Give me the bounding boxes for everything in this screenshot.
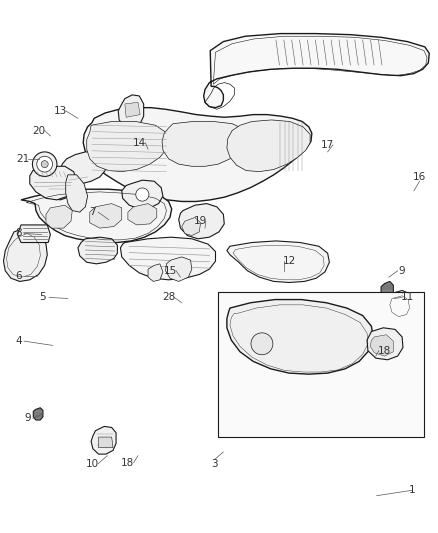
Text: 18: 18	[121, 458, 134, 467]
Polygon shape	[218, 292, 424, 437]
Polygon shape	[370, 335, 393, 356]
Polygon shape	[150, 244, 196, 277]
Polygon shape	[122, 180, 163, 209]
Text: 9: 9	[399, 266, 406, 276]
Text: 12: 12	[283, 256, 296, 266]
Polygon shape	[120, 237, 215, 280]
Circle shape	[251, 333, 273, 355]
Polygon shape	[90, 204, 122, 228]
Text: 8: 8	[15, 229, 22, 238]
Text: 14: 14	[133, 138, 146, 148]
Polygon shape	[30, 166, 77, 200]
Polygon shape	[4, 228, 47, 281]
Polygon shape	[166, 257, 192, 281]
Polygon shape	[227, 300, 373, 374]
Text: 9: 9	[24, 414, 31, 423]
Polygon shape	[83, 108, 312, 201]
Text: 1: 1	[408, 486, 415, 495]
Polygon shape	[227, 241, 329, 282]
Polygon shape	[128, 204, 157, 225]
Text: 16: 16	[413, 172, 426, 182]
Polygon shape	[179, 204, 224, 239]
Polygon shape	[87, 122, 169, 172]
Text: 3: 3	[211, 459, 218, 469]
Polygon shape	[21, 189, 172, 243]
Text: 11: 11	[401, 293, 414, 302]
Polygon shape	[381, 281, 393, 296]
Polygon shape	[148, 264, 163, 281]
Text: 7: 7	[89, 207, 96, 217]
Polygon shape	[78, 237, 117, 264]
Polygon shape	[99, 437, 113, 448]
Text: 21: 21	[16, 154, 29, 164]
Polygon shape	[385, 290, 414, 319]
Text: 15: 15	[164, 266, 177, 276]
Polygon shape	[162, 122, 246, 166]
Polygon shape	[33, 408, 43, 420]
Polygon shape	[367, 328, 403, 360]
Text: 19: 19	[194, 216, 207, 226]
Circle shape	[37, 156, 53, 172]
Polygon shape	[46, 180, 71, 200]
Text: 17: 17	[321, 140, 334, 150]
Text: 5: 5	[39, 293, 46, 302]
Polygon shape	[91, 426, 116, 454]
Polygon shape	[46, 205, 72, 228]
Polygon shape	[18, 225, 50, 243]
Circle shape	[41, 160, 48, 168]
Text: 6: 6	[15, 271, 22, 281]
Circle shape	[136, 188, 149, 201]
Polygon shape	[227, 120, 310, 172]
Circle shape	[32, 152, 57, 176]
Text: 20: 20	[32, 126, 45, 135]
Polygon shape	[125, 102, 140, 117]
Text: 13: 13	[54, 106, 67, 116]
Polygon shape	[204, 34, 429, 108]
Text: 18: 18	[378, 346, 391, 356]
Text: 28: 28	[162, 293, 175, 302]
Polygon shape	[118, 95, 144, 129]
Text: 10: 10	[86, 459, 99, 469]
Polygon shape	[182, 217, 201, 236]
Polygon shape	[60, 152, 106, 184]
Polygon shape	[66, 175, 88, 212]
Text: 4: 4	[15, 336, 22, 346]
